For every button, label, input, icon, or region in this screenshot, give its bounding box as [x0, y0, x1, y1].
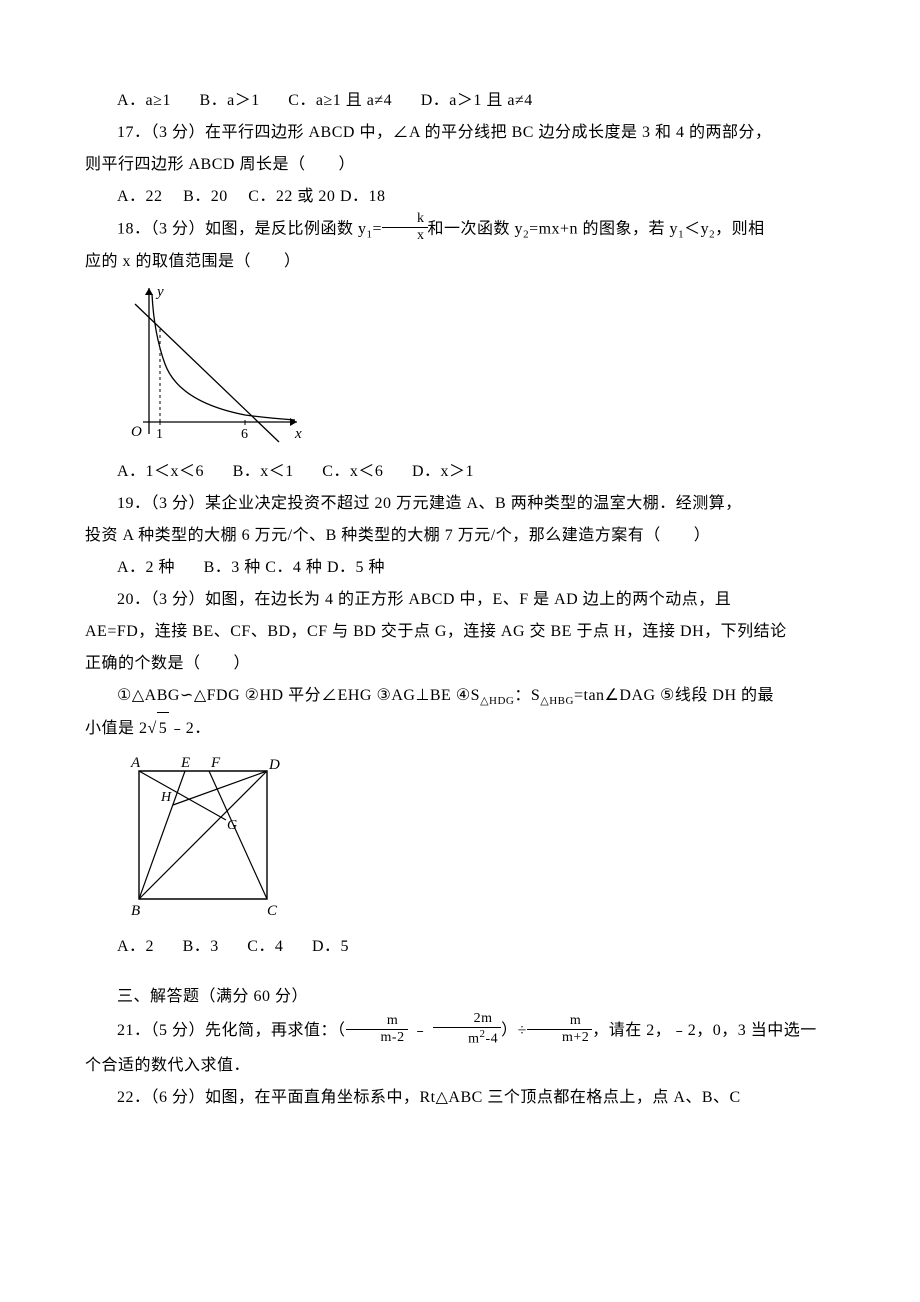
q19-options: A．2 种 B．3 种 C．4 种 D．5 种 — [85, 552, 835, 584]
q20-stem-a: 20．（3 分）如图，在边长为 4 的正方形 ABCD 中，E、F 是 AD 边… — [85, 584, 835, 616]
q20-s2b: ﹣2． — [169, 720, 211, 737]
q21-f1: mm-2 — [346, 1013, 408, 1046]
q20-stmt1: ①△ABG∽△FDG ②HD 平分∠EHG ③AG⊥BE ④S△HDG：S△HB… — [85, 680, 835, 712]
q20-figure: A E F D B C H G — [117, 749, 835, 929]
q17-optC: C．22 或 20 — [248, 188, 335, 205]
q20-stem-c: 正确的个数是（ ） — [85, 648, 835, 680]
q18-optC: C．x＜6 — [322, 463, 383, 480]
q21-f1n: m — [346, 1013, 408, 1030]
page-content: A．a≥1 B．a＞1 C．a≥1 且 a≠4 D．a＞1 且 a≠4 17．（… — [85, 85, 835, 1114]
q17-optD: D．18 — [340, 188, 386, 205]
q18-optB: B．x＜1 — [233, 463, 294, 480]
q20-H: H — [160, 790, 172, 805]
q20-optC: C．4 — [247, 938, 283, 955]
q18-label-x: x — [294, 426, 302, 442]
q20-C: C — [267, 903, 278, 919]
q18-frac-num: k — [382, 211, 428, 228]
q18-tick-1: 1 — [156, 427, 163, 442]
q16-options: A．a≥1 B．a＞1 C．a≥1 且 a≠4 D．a＞1 且 a≠4 — [85, 85, 835, 117]
q21-t2: ，请在 2，﹣2，0，3 当中选一 — [592, 1022, 817, 1039]
q21-f3d: m+2 — [527, 1030, 592, 1046]
q20-B: B — [131, 903, 140, 919]
q20-E: E — [180, 755, 190, 771]
q17-optB: B．20 — [183, 188, 228, 205]
q20-optB: B．3 — [183, 938, 219, 955]
q21-t1: 21．（5 分）先化简，再求值：（ — [117, 1022, 346, 1039]
q18-label-y: y — [155, 284, 164, 300]
q21-f1d: m-2 — [346, 1030, 408, 1046]
q20-s1a: ①△ABG∽△FDG ②HD 平分∠EHG ③AG⊥BE ④S — [117, 687, 480, 704]
q21-f3: mm+2 — [527, 1013, 592, 1046]
q20-svg: A E F D B C H G — [117, 749, 282, 924]
q21-f3n: m — [527, 1013, 592, 1030]
q22-stem-a: 22．（6 分）如图，在平面直角坐标系中，Rt△ABC 三个顶点都在格点上，点 … — [85, 1082, 835, 1114]
q18-t4: ，则相 — [715, 220, 765, 237]
q18-t3: =mx+n 的图象，若 y — [529, 220, 678, 237]
q20-tri2: △HBG — [540, 695, 574, 707]
q18-stem-b: 应的 x 的取值范围是（ ） — [85, 246, 835, 278]
q21-div: ）÷ — [501, 1022, 527, 1039]
q17-stem-a: 17．（3 分）在平行四边形 ABCD 中，∠A 的平分线把 BC 边分成长度是… — [85, 117, 835, 149]
q21-minus: ﹣ — [408, 1022, 434, 1039]
q19-stem-b: 投资 A 种类型的大棚 6 万元/个、B 种类型的大棚 7 万元/个，那么建造方… — [85, 520, 835, 552]
q20-A: A — [130, 755, 141, 771]
section3-title: 三、解答题（满分 60 分） — [85, 981, 835, 1013]
q19-optB: B．3 种 — [204, 559, 261, 576]
q18-frac: kx — [382, 211, 428, 244]
q18-eq1: = — [373, 220, 383, 237]
q18-cmp: ＜y — [684, 220, 709, 237]
q20-D: D — [268, 757, 280, 773]
q17-stem-b: 则平行四边形 ABCD 周长是（ ） — [85, 149, 835, 181]
q19-optA: A．2 种 — [117, 559, 175, 576]
q21-stem-b: 个合适的数代入求值． — [85, 1050, 835, 1082]
q18-t2: 和一次函数 y — [428, 220, 524, 237]
q20-optA: A．2 — [117, 938, 154, 955]
q18-frac-den: x — [382, 228, 428, 244]
q20-G: G — [227, 818, 237, 833]
q20-rad: 5 — [157, 712, 170, 745]
q20-s2a: 小值是 2 — [85, 720, 148, 737]
q19-stem-a: 19．（3 分）某企业决定投资不超过 20 万元建造 A、B 两种类型的温室大棚… — [85, 488, 835, 520]
q20-tri1: △HDG — [480, 695, 514, 707]
q20-optD: D．5 — [312, 938, 349, 955]
q16-optD: D．a＞1 且 a≠4 — [421, 92, 533, 109]
q17-options: A．22 B．20 C．22 或 20 D．18 — [85, 181, 835, 213]
q16-optB: B．a＞1 — [199, 92, 259, 109]
q16-optC: C．a≥1 且 a≠4 — [288, 92, 392, 109]
q18-options: A．1＜x＜6 B．x＜1 C．x＜6 D．x＞1 — [85, 456, 835, 488]
q18-line — [135, 304, 279, 442]
q18-optD: D．x＞1 — [412, 463, 474, 480]
q18-tick-6: 6 — [241, 427, 248, 442]
q18-t1: 18．（3 分）如图，是反比例函数 y — [117, 220, 367, 237]
q17-optA: A．22 — [117, 188, 163, 205]
q20-options: A．2 B．3 C．4 D．5 — [85, 931, 835, 963]
q19-optC: C．4 种 — [265, 559, 322, 576]
q16-optA: A．a≥1 — [117, 92, 171, 109]
q18-stem-a: 18．（3 分）如图，是反比例函数 y1=kx和一次函数 y2=mx+n 的图象… — [85, 213, 835, 246]
q21-f2n: 2m — [433, 1011, 501, 1028]
q21-stem-a: 21．（5 分）先化简，再求值：（mm-2 ﹣ 2mm2-4）÷mm+2，请在 … — [85, 1013, 835, 1050]
q19-optD: D．5 种 — [327, 559, 385, 576]
q20-s1b: =tan∠DAG ⑤线段 DH 的最 — [574, 687, 774, 704]
q20-colon: ：S — [514, 687, 540, 704]
q21-f2d: m2-4 — [433, 1028, 501, 1048]
q20-stmt2: 小值是 2 5﹣2． — [85, 712, 835, 745]
q20-F: F — [210, 755, 221, 771]
q18-figure: O x y 1 6 — [117, 282, 835, 452]
q18-optA: A．1＜x＜6 — [117, 463, 204, 480]
q21-f2: 2mm2-4 — [433, 1011, 501, 1048]
q20-sqrt: 5 — [148, 712, 170, 745]
q18-svg: O x y 1 6 — [117, 282, 307, 447]
q20-stem-b: AE=FD，连接 BE、CF、BD，CF 与 BD 交于点 G，连接 AG 交 … — [85, 616, 835, 648]
q18-label-O: O — [131, 424, 142, 440]
q18-curve — [152, 294, 295, 420]
